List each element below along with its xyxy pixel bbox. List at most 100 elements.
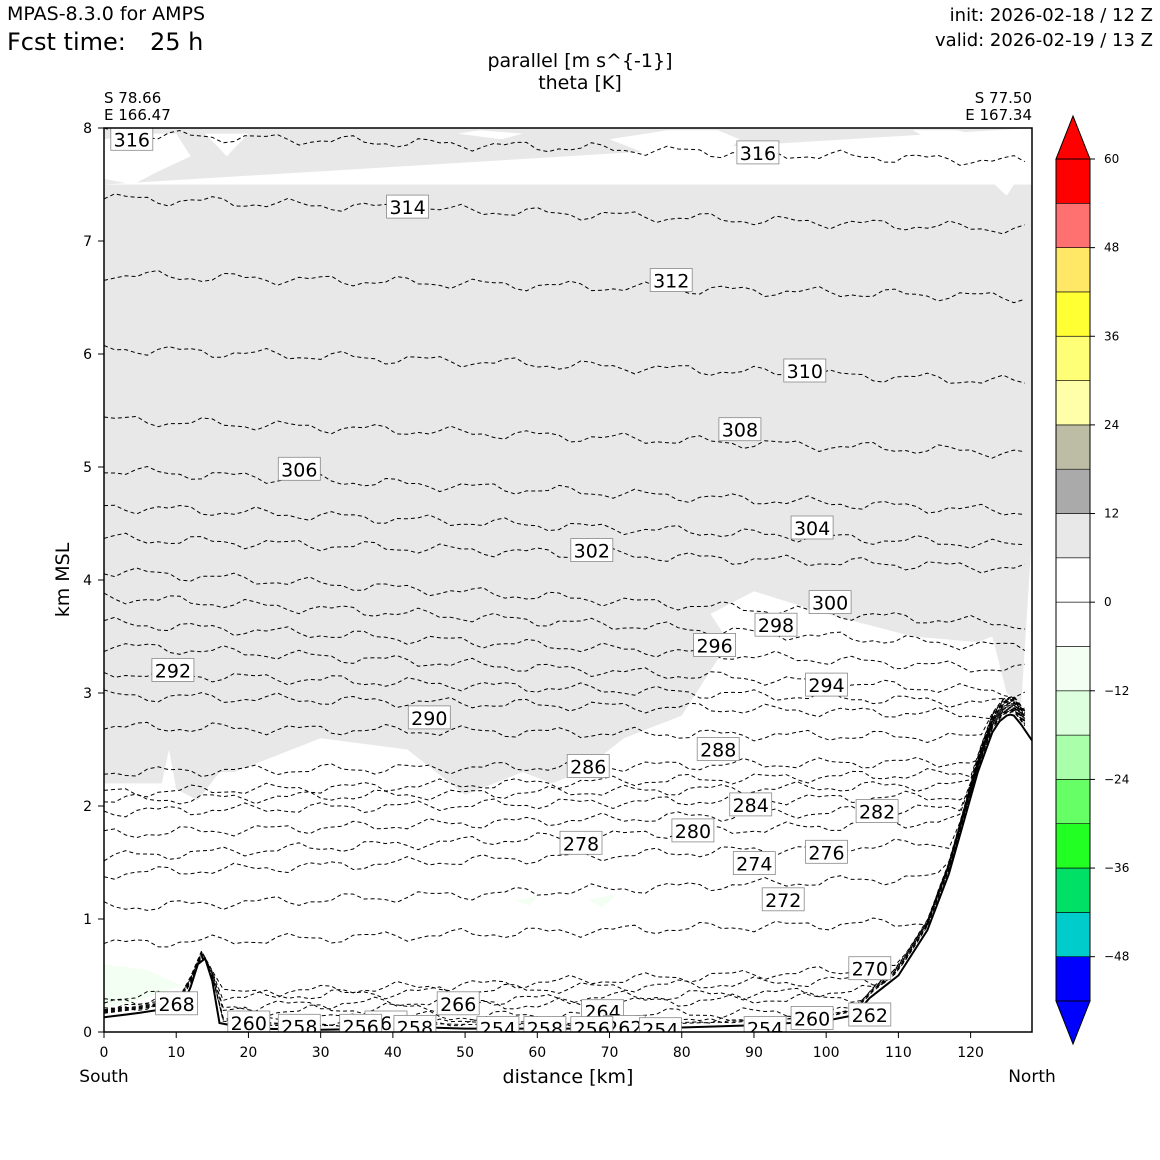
colorbar-tick-label: 60 xyxy=(1104,152,1119,166)
theta-label-box xyxy=(696,737,740,761)
theta-label-296: 296 xyxy=(693,633,736,658)
theta-label-box xyxy=(693,633,736,657)
y-tick-label: 6 xyxy=(83,347,92,363)
theta-label-306: 306 xyxy=(277,456,321,481)
theta-label-text: 284 xyxy=(733,795,769,817)
theta-label-276: 276 xyxy=(805,839,848,864)
axis-layer: 0 10 20 30 40 50 60 70 80 90 100 110 120 0 1 2 3 4 5 6 7 8 xyxy=(83,121,984,1061)
x-end-right-label: North xyxy=(1008,1067,1056,1087)
valid-time: valid: 2026-02-19 / 13 Z xyxy=(935,30,1153,51)
chart-title-line1: parallel [m s^{-1}] xyxy=(487,50,672,72)
fcst-time-value: 25 h xyxy=(150,28,204,56)
y-tick-label: 5 xyxy=(83,460,92,476)
y-axis-label: km MSL xyxy=(52,542,74,617)
colorbar-tick-label: −48 xyxy=(1104,950,1129,964)
x-tick-label: 40 xyxy=(384,1045,402,1061)
theta-label-text: 316 xyxy=(114,129,150,151)
theta-label-text: 256 xyxy=(574,1019,610,1041)
theta-label-text: 308 xyxy=(722,420,758,442)
negative-wind-patch xyxy=(587,894,617,908)
theta-label-274: 274 xyxy=(732,851,776,876)
theta-label-text: 304 xyxy=(794,518,830,540)
theta-label-box xyxy=(732,851,776,875)
x-tick-label: 80 xyxy=(673,1045,691,1061)
theta-label-304: 304 xyxy=(790,515,834,540)
theta-label-box xyxy=(671,818,715,843)
theta-contour-302 xyxy=(104,532,1025,574)
theta-label-260: 260 xyxy=(227,1010,271,1032)
colorbar-segment xyxy=(1055,513,1091,559)
theta-contour-274 xyxy=(104,701,1026,880)
theta-label-box xyxy=(736,140,780,165)
theta-label-284: 284 xyxy=(729,792,773,817)
theta-label-272: 272 xyxy=(761,887,805,912)
theta-label-258: 258 xyxy=(277,1013,321,1032)
theta-label-310: 310 xyxy=(783,358,827,383)
colorbar-segment xyxy=(1055,424,1091,470)
x-tick-label: 90 xyxy=(745,1045,763,1061)
x-tick-label: 10 xyxy=(167,1045,185,1061)
theta-label-box xyxy=(151,658,195,682)
theta-label-box xyxy=(110,128,154,151)
theta-label-text: 262 xyxy=(852,1005,888,1027)
colorbar-segment xyxy=(1055,380,1091,426)
theta-label-text: 270 xyxy=(852,959,888,981)
theta-label-layer: 316 316 314 312 310 308 306 304 302 300 298 296 294 2… xyxy=(110,128,899,1042)
y-tick-label: 7 xyxy=(83,234,92,250)
x-tick-label: 70 xyxy=(601,1045,619,1061)
theta-label-256: 256 xyxy=(339,1013,383,1032)
theta-label-text: 300 xyxy=(812,593,848,615)
theta-label-box xyxy=(339,1013,383,1032)
theta-label-278: 278 xyxy=(559,830,603,855)
x-axis-label: distance [km] xyxy=(503,1066,634,1088)
theta-label-text: 280 xyxy=(675,821,711,843)
theta-label-text: 268 xyxy=(158,994,194,1016)
theta-contour-300 xyxy=(104,567,1025,630)
theta-label-text: 258 xyxy=(527,1019,563,1041)
theta-label-280: 280 xyxy=(671,818,715,843)
theta-label-316: 316 xyxy=(110,128,154,151)
colorbar-segment xyxy=(1055,601,1091,647)
theta-label-box xyxy=(754,612,798,637)
theta-label-288: 288 xyxy=(696,737,740,762)
theta-label-text: 262 xyxy=(606,1018,642,1040)
theta-label-box xyxy=(407,705,451,730)
unshaded-patch xyxy=(912,130,1022,196)
colorbar-segment xyxy=(1055,956,1091,1002)
colorbar-segment xyxy=(1055,203,1091,248)
theta-label-text: 278 xyxy=(563,833,599,855)
colorbar-tick-label: 36 xyxy=(1104,329,1119,343)
theta-label-box xyxy=(805,839,848,864)
negative-wind-patch xyxy=(104,964,184,1008)
theta-label-box xyxy=(761,887,805,912)
theta-label-box xyxy=(476,1016,520,1032)
theta-label-258: 258 xyxy=(393,1015,437,1040)
colorbar-segment xyxy=(1055,335,1091,381)
x-tick-label: 120 xyxy=(957,1045,984,1061)
theta-label-text: 310 xyxy=(787,361,823,383)
negative-wind-patch xyxy=(515,896,538,906)
x-tick-label: 100 xyxy=(813,1045,840,1061)
colorbar-segment xyxy=(1055,912,1091,958)
theta-label-box xyxy=(639,1017,682,1032)
theta-label-254: 254 xyxy=(639,1017,682,1042)
theta-label-box xyxy=(155,991,199,1016)
theta-label-text: 282 xyxy=(859,802,895,824)
theta-label-box xyxy=(729,792,773,817)
theta-contour-304 xyxy=(104,504,1025,549)
colorbar: 60 48 36 24 12 0 −12 −24 −36 −48 xyxy=(1055,114,1129,1046)
colorbar-over-triangle xyxy=(1055,114,1091,160)
theta-label-text: 274 xyxy=(736,854,772,876)
shaded-wind-region xyxy=(104,128,1032,801)
colorbar-segment xyxy=(1055,468,1091,514)
y-tick-label: 2 xyxy=(83,799,92,815)
theta-label-262: 262 xyxy=(848,1002,892,1027)
colorbar-segment xyxy=(1055,734,1091,780)
colorbar-frame xyxy=(1055,158,1091,1002)
theta-label-282: 282 xyxy=(855,799,899,824)
theta-label-text: 254 xyxy=(642,1020,678,1042)
right-point-lat: S 77.50 xyxy=(975,89,1032,107)
theta-label-box xyxy=(570,538,614,562)
y-tick-label: 0 xyxy=(83,1025,92,1041)
theta-label-text: 258 xyxy=(397,1018,433,1040)
